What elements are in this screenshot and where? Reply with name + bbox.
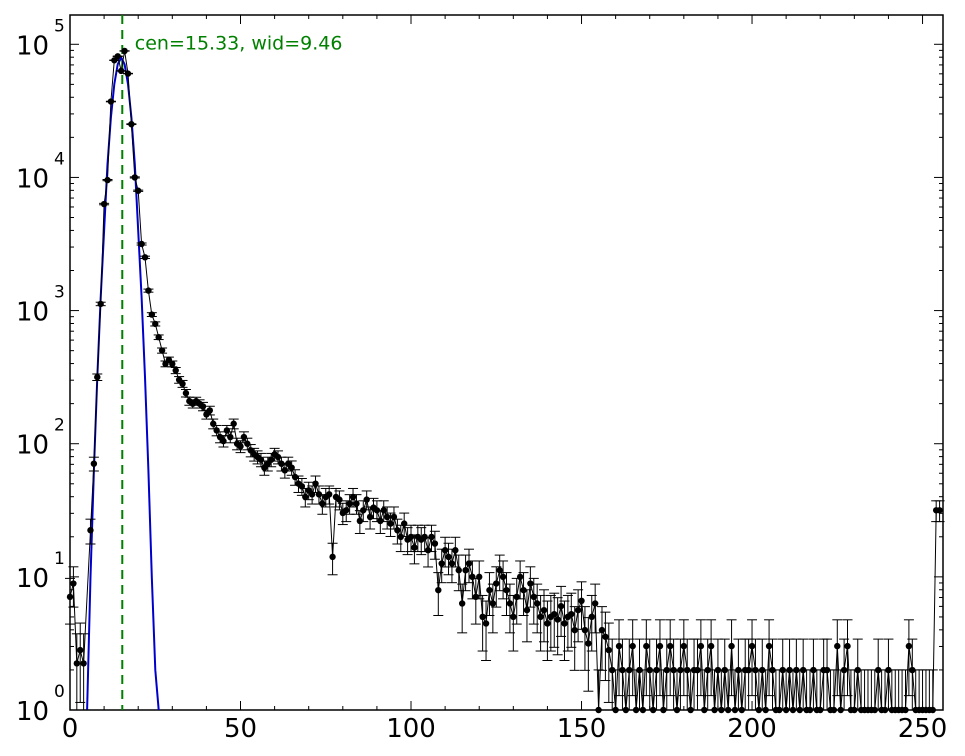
y-tick-label-base: 10 [16,564,49,594]
y-tick-label-base: 10 [16,298,49,328]
y-tick-label-base: 10 [16,164,49,194]
y-tick-label-exponent: 1 [54,549,65,569]
y-tick-label-exponent: 3 [54,283,65,303]
data-points-layer [65,47,945,714]
y-tick-label-exponent: 4 [54,149,65,169]
data-point [66,593,74,601]
y-tick-label-base: 10 [16,431,49,461]
x-tick-label: 50 [224,714,257,744]
y-tick-label-base: 10 [16,31,49,61]
y-tick-label-exponent: 0 [54,682,65,702]
fit-annotation: cen=15.33, wid=9.46 [135,32,343,54]
x-tick-label: 150 [557,714,607,744]
plot-area [69,14,944,711]
x-tick-label: 100 [386,714,436,744]
x-tick-label: 0 [62,714,79,744]
data-series-line [69,50,940,711]
y-tick-label-exponent: 2 [54,416,65,436]
axes-border [69,14,944,711]
y-tick-label-exponent: 5 [54,16,65,36]
x-tick-label: 250 [898,714,948,744]
y-tick-label-base: 10 [16,697,49,727]
x-tick-label: 200 [727,714,777,744]
